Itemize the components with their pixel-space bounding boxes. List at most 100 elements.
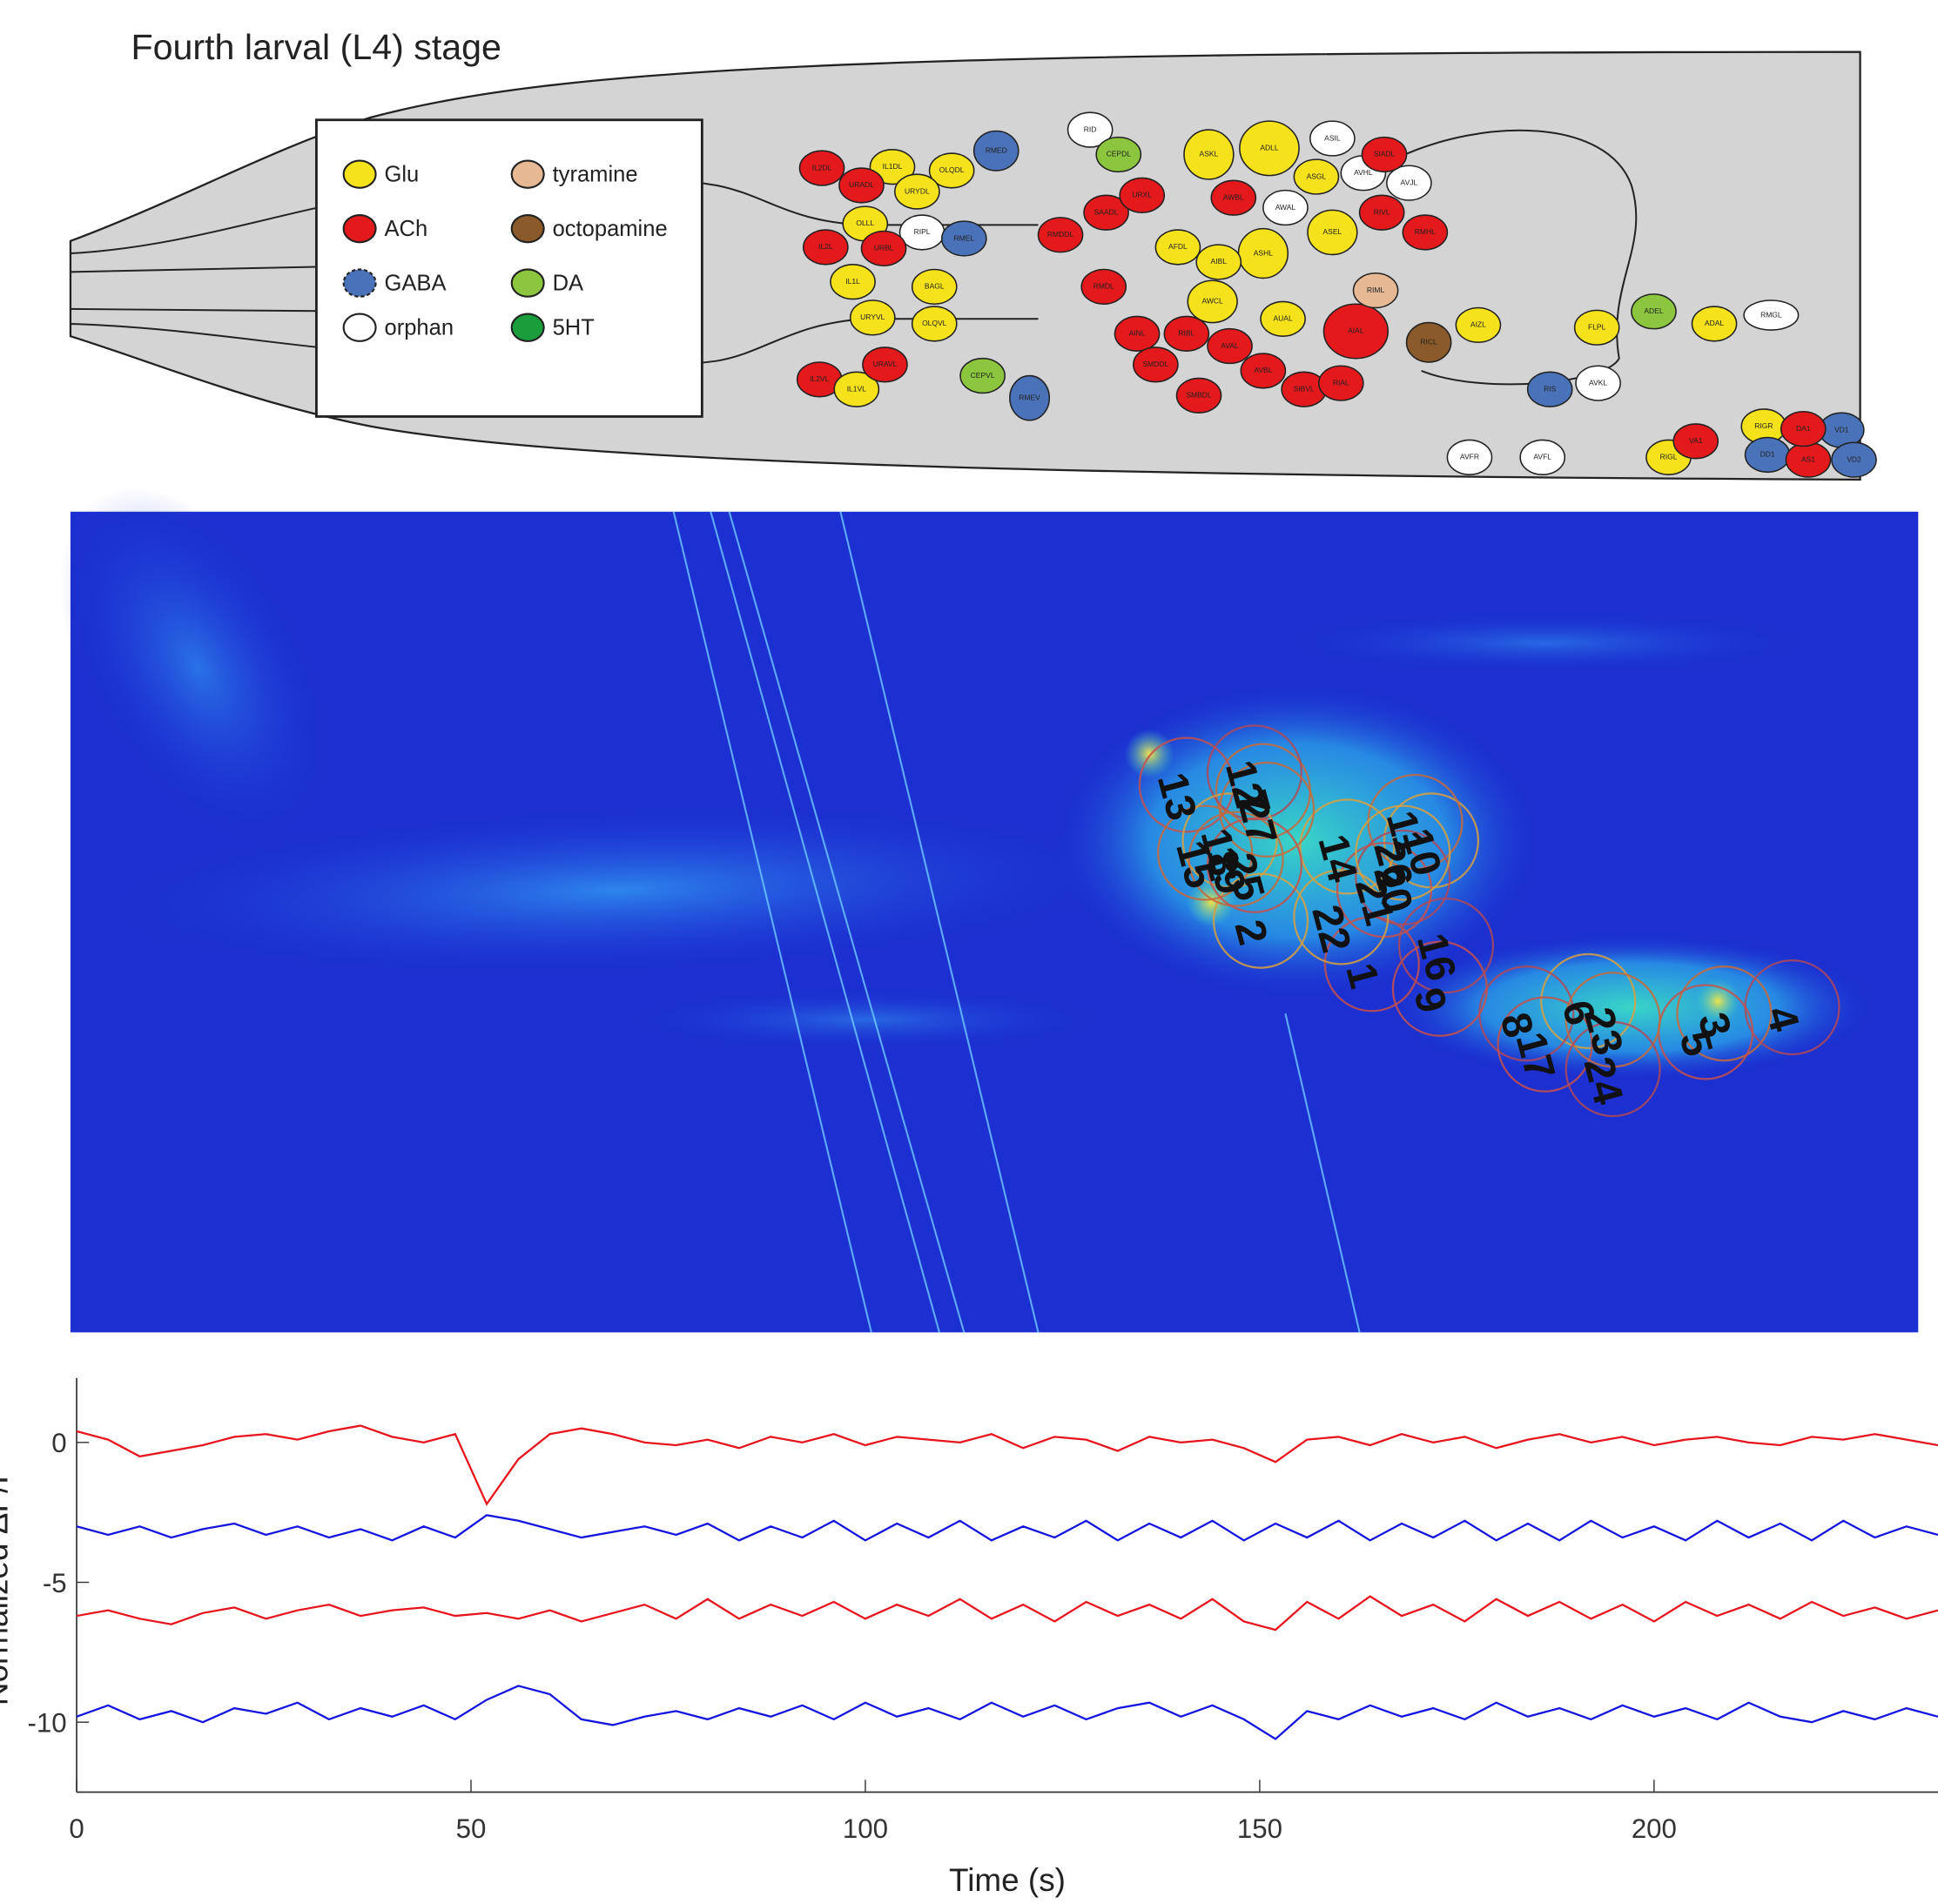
neuron-label: RID	[1084, 124, 1097, 133]
neuron-label: ASEL	[1323, 227, 1342, 236]
fluorescence-image: 1234567891011121314151617181920212223242…	[3, 441, 1918, 1332]
neuron-label: SIBVL	[1294, 384, 1315, 393]
neuron-label: AFDL	[1168, 242, 1188, 251]
neuron-label: VD1	[1834, 425, 1849, 434]
neuron-label: AWAL	[1275, 203, 1296, 212]
x-tick-label: 50	[456, 1813, 487, 1844]
neuron-label: VD2	[1847, 454, 1861, 463]
neuron-label: DD1	[1760, 450, 1775, 459]
legend-label: tyramine	[553, 163, 638, 187]
neuron-label: AVKL	[1589, 378, 1607, 387]
y-tick-label: -10	[28, 1708, 67, 1739]
legend-swatch	[512, 270, 544, 297]
neuron-label: RIML	[1367, 286, 1385, 294]
neuron-label: ASGL	[1307, 172, 1327, 180]
x-axis-title: Time (s)	[949, 1862, 1066, 1898]
legend-label: DA	[553, 272, 584, 296]
neuron-label: RIVL	[1374, 207, 1390, 216]
neuron-label: AVJL	[1401, 178, 1418, 186]
figure: Fourth larval (L4) stage GluAChGABAorpha…	[0, 0, 1938, 1904]
diagram-title: Fourth larval (L4) stage	[131, 27, 501, 67]
neuron-label: SMBDL	[1186, 391, 1212, 400]
page: Fourth larval (L4) stage GluAChGABAorpha…	[0, 0, 1938, 1904]
legend-label: Glu	[385, 163, 420, 187]
neuron-label: IL1L	[845, 277, 860, 286]
neuron-label: RICL	[1420, 338, 1437, 346]
neuron-label: ASKL	[1200, 150, 1219, 158]
legend-swatch	[344, 314, 376, 341]
legend-label: ACh	[385, 217, 428, 241]
neuron-label: RIAL	[1333, 378, 1349, 387]
hot-spot	[1125, 730, 1174, 779]
neuron-label: RMDDL	[1047, 230, 1073, 239]
neuron-label: AWBL	[1223, 192, 1244, 201]
x-tick-label: 0	[69, 1813, 84, 1844]
trace-line	[77, 1515, 1938, 1540]
neuron-label: AS1	[1801, 454, 1815, 463]
neuron-label: IL1VL	[847, 384, 866, 393]
neuron-label: IL2DL	[812, 163, 832, 172]
legend-swatch	[344, 161, 376, 188]
neuron-label: OLQDL	[939, 165, 965, 174]
neuron-label: RIGR	[1754, 421, 1773, 430]
neuron-label: RMEV	[1019, 393, 1040, 401]
y-tick-label: -5	[43, 1568, 67, 1598]
y-axis-title: Normalized ΔF/F	[0, 1464, 15, 1706]
neuron-label: FLPL	[1588, 322, 1606, 331]
trace-line	[77, 1426, 1938, 1504]
neuron-label: RMHL	[1415, 227, 1436, 236]
neuron-label: URAVL	[873, 360, 898, 368]
neuron-label: RIS	[1544, 384, 1557, 393]
glow	[1273, 612, 1817, 674]
legend-swatch	[344, 270, 376, 297]
neuron-label: ASHL	[1254, 248, 1273, 257]
trace-chart: 0-5-10050100150200Time (s)Normalized ΔF/…	[0, 1378, 1938, 1898]
trace-line	[77, 1597, 1938, 1630]
neuron-label: AVBL	[1254, 366, 1272, 374]
neuron-label: URYDL	[905, 186, 930, 195]
neuron-label: BAGL	[925, 282, 945, 291]
trace-line	[77, 1685, 1938, 1739]
neuron-label: VA1	[1689, 436, 1703, 445]
glow	[618, 989, 1113, 1051]
legend-swatch	[344, 215, 376, 242]
neuron-label: URBL	[874, 244, 894, 252]
neuron-label: AWCL	[1202, 297, 1224, 306]
neuron-label: RIGL	[1660, 453, 1678, 461]
neuron-label: RMGL	[1760, 310, 1782, 319]
neuron-label: RIPL	[914, 227, 931, 236]
neuron-label: AVAL	[1221, 341, 1239, 350]
neuron-label: URXL	[1132, 191, 1152, 199]
neuron-label: ADEL	[1644, 306, 1663, 315]
neuron-label: URYVL	[860, 313, 885, 321]
neuron-label: IL2L	[818, 242, 833, 251]
neuron-label: RMEL	[954, 233, 975, 242]
neuron-label: CEPVL	[971, 371, 995, 380]
neuron-label: AIZL	[1470, 320, 1486, 329]
neuron-label: AIBL	[1211, 257, 1228, 266]
neuron-label: RIBL	[1178, 329, 1194, 338]
neuron-label: AUAL	[1273, 314, 1292, 323]
neuron-label: CEPDL	[1107, 150, 1132, 158]
neuron-label: AVHL	[1354, 168, 1373, 177]
neuron-label: ADLL	[1260, 144, 1279, 152]
neuron-label: RMDL	[1093, 282, 1114, 291]
neuron-label: AVFR	[1460, 453, 1479, 461]
x-tick-label: 100	[843, 1813, 888, 1844]
neuron-label: OLLL	[856, 219, 874, 227]
neuron-label: RMED	[986, 145, 1007, 154]
neuron-label: DA1	[1796, 424, 1811, 433]
neuron-label: ADAL	[1705, 319, 1724, 327]
neuron-label: AIAL	[1348, 326, 1364, 335]
x-tick-label: 150	[1237, 1813, 1282, 1844]
legend-swatch	[512, 161, 544, 188]
legend-swatch	[512, 314, 544, 341]
neuron-label: ASIL	[1324, 133, 1341, 142]
legend-box	[316, 120, 702, 417]
neuron-label: AVFL	[1533, 453, 1551, 461]
y-tick-label: 0	[51, 1428, 66, 1458]
neuron-label: URADL	[849, 180, 874, 189]
legend-swatch	[512, 215, 544, 242]
legend-label: orphan	[385, 316, 454, 340]
legend-label: 5HT	[553, 316, 596, 340]
